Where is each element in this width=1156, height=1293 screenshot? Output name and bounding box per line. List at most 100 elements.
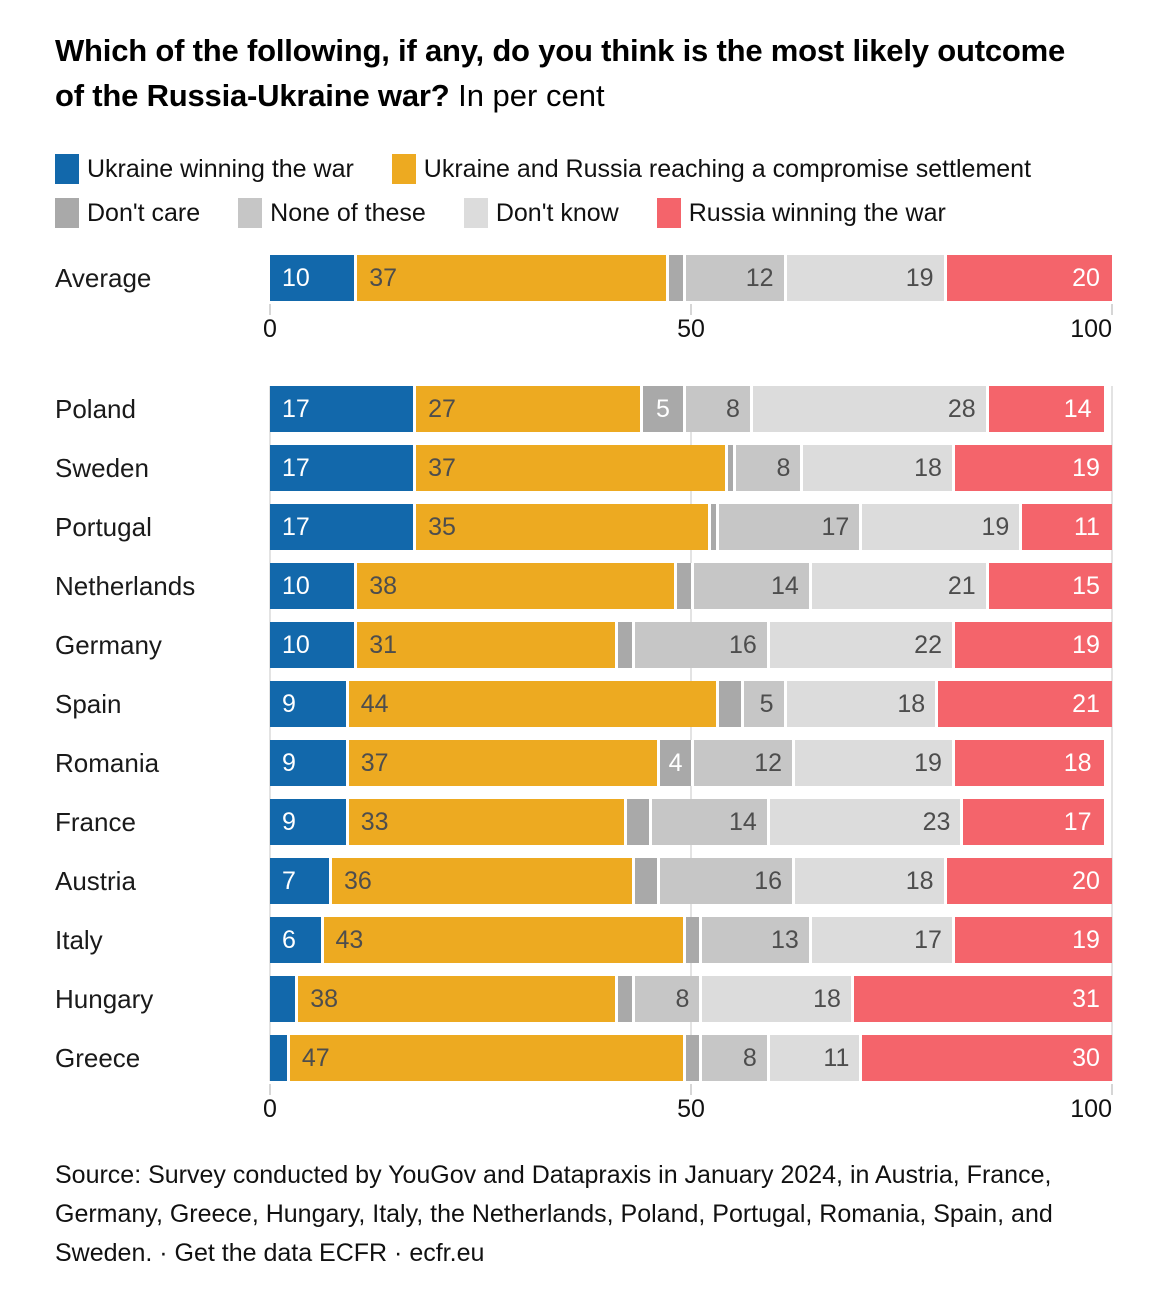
bar-segment: 23 bbox=[766, 799, 961, 845]
axis-tick-label: 100 bbox=[1070, 315, 1112, 343]
bar-track: 6 43 13 17 19 bbox=[270, 917, 1112, 963]
bar-segment bbox=[674, 563, 691, 609]
value-label: 15 bbox=[1072, 571, 1100, 600]
bar-segment: 37 bbox=[413, 445, 725, 491]
value-label: 19 bbox=[1072, 630, 1100, 659]
bar-segment bbox=[270, 976, 296, 1022]
legend-swatch-icon bbox=[55, 198, 79, 228]
chart-question-title: Which of the following, if any, do you t… bbox=[55, 33, 1065, 113]
bar-row: Sweden 17 37 8 18 19 bbox=[55, 445, 1112, 491]
bar-segment: 38 bbox=[354, 563, 675, 609]
value-label: 9 bbox=[282, 689, 296, 718]
bar-segment: 44 bbox=[345, 681, 717, 727]
bar-segment bbox=[615, 622, 633, 668]
axis-tick-label: 100 bbox=[1070, 1095, 1112, 1123]
bar-segment: 31 bbox=[850, 976, 1112, 1022]
bar-row: Portugal 17 35 17 19 11 bbox=[55, 504, 1112, 550]
bar-segment: 17 bbox=[716, 504, 860, 550]
section-spacer bbox=[55, 344, 1112, 386]
bar-segment: 14 bbox=[985, 386, 1104, 432]
x-axis-bottom: 0 50 100 bbox=[263, 1084, 1113, 1124]
bar-segment: 4 bbox=[657, 740, 691, 786]
bar-segment bbox=[615, 976, 633, 1022]
bar-row: France 9 33 14 23 17 bbox=[55, 799, 1112, 845]
value-label: 7 bbox=[282, 866, 296, 895]
bar-segment: 19 bbox=[859, 504, 1020, 550]
average-section: Average 10 37 12 19 20 bbox=[55, 255, 1112, 301]
value-label: 37 bbox=[369, 263, 397, 292]
bar-segment: 10 bbox=[270, 622, 355, 668]
bar-track: 47 8 11 30 bbox=[270, 1035, 1112, 1081]
value-label: 19 bbox=[1072, 925, 1100, 954]
value-label: 14 bbox=[728, 807, 757, 836]
value-label: 11 bbox=[1073, 512, 1100, 541]
value-label: 17 bbox=[1063, 807, 1092, 836]
bar-segment: 37 bbox=[345, 740, 658, 786]
value-label: 47 bbox=[301, 1043, 330, 1072]
bar-row: Netherlands 10 38 14 21 15 bbox=[55, 563, 1112, 609]
bar-segment bbox=[623, 799, 649, 845]
bar-row: Poland 17 27 5 8 28 14 bbox=[55, 386, 1112, 432]
bar-segment bbox=[724, 445, 734, 491]
legend: Ukraine winning the war Ukraine and Russi… bbox=[55, 154, 1112, 228]
legend-swatch-icon bbox=[238, 198, 263, 228]
legend-label: Don't know bbox=[495, 198, 619, 227]
row-label: Portugal bbox=[55, 511, 152, 542]
row-label: Greece bbox=[55, 1042, 141, 1073]
bar-track: 9 37 4 12 19 18 bbox=[270, 740, 1112, 786]
gridlines bbox=[269, 386, 1113, 1081]
value-label: 18 bbox=[905, 866, 934, 895]
value-label: 19 bbox=[905, 263, 934, 292]
bar-segment: 5 bbox=[640, 386, 683, 432]
bar-segment: 6 bbox=[270, 917, 321, 963]
row-label: Netherlands bbox=[55, 570, 196, 601]
value-label: 8 bbox=[742, 1043, 757, 1072]
value-label: 17 bbox=[282, 512, 310, 541]
bar-segment: 8 bbox=[632, 976, 700, 1022]
bar-segment: 38 bbox=[295, 976, 616, 1022]
value-label: 19 bbox=[1072, 453, 1100, 482]
legend-label: Ukraine and Russia reaching a compromise… bbox=[423, 154, 1032, 183]
gridline bbox=[1111, 386, 1113, 1081]
row-label: France bbox=[55, 806, 136, 837]
bar-segment: 11 bbox=[766, 1035, 860, 1081]
bar-segment: 9 bbox=[270, 799, 346, 845]
value-label: 44 bbox=[360, 689, 389, 718]
value-label: 11 bbox=[823, 1043, 850, 1072]
bar-track: 10 37 12 19 20 bbox=[270, 255, 1112, 301]
axis-tick bbox=[1111, 1084, 1113, 1095]
value-label: 17 bbox=[821, 512, 850, 541]
bar-segment: 13 bbox=[699, 917, 809, 963]
bar-segment: 7 bbox=[270, 858, 329, 904]
bar-track: 17 35 17 19 11 bbox=[270, 504, 1112, 550]
bar-segment bbox=[270, 1035, 287, 1081]
bar-track: 10 31 16 22 19 bbox=[270, 622, 1112, 668]
bar-segment: 19 bbox=[951, 445, 1112, 491]
value-label: 33 bbox=[360, 807, 389, 836]
bar-segment: 18 bbox=[792, 858, 944, 904]
bar-segment bbox=[665, 255, 683, 301]
bar-track: 7 36 16 18 20 bbox=[270, 858, 1112, 904]
legend-item: Ukraine winning the war bbox=[55, 154, 354, 184]
gridline bbox=[269, 386, 271, 1081]
axis-tick bbox=[690, 304, 692, 315]
axis-tick bbox=[690, 1084, 692, 1095]
bar-segment: 10 bbox=[270, 563, 355, 609]
row-label: Spain bbox=[55, 688, 122, 719]
row-label: Hungary bbox=[55, 983, 154, 1014]
legend-label: Don't care bbox=[87, 198, 201, 227]
value-label: 21 bbox=[1072, 689, 1100, 718]
bar-segment: 16 bbox=[657, 858, 793, 904]
legend-swatch-icon bbox=[463, 198, 488, 228]
bar-segment: 9 bbox=[270, 740, 346, 786]
bar-segment: 18 bbox=[951, 740, 1104, 786]
legend-label: Ukraine winning the war bbox=[87, 154, 354, 183]
value-label: 18 bbox=[813, 984, 841, 1013]
bar-segment: 28 bbox=[749, 386, 986, 432]
axis-tick bbox=[269, 304, 271, 315]
bar-segment: 27 bbox=[413, 386, 641, 432]
value-label: 20 bbox=[1072, 866, 1100, 895]
bar-row: Greece 47 8 11 30 bbox=[55, 1035, 1112, 1081]
value-label: 16 bbox=[728, 630, 757, 659]
bar-segment: 31 bbox=[354, 622, 616, 668]
